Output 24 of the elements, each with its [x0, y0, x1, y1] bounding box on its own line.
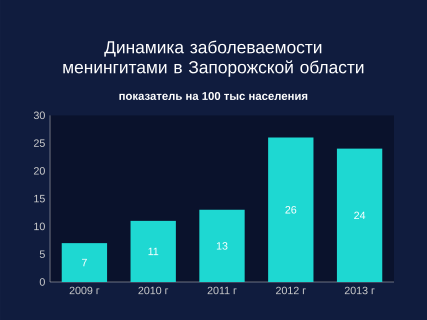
- x-tick-label: 2012 г: [276, 286, 306, 294]
- bar: [336, 148, 382, 282]
- y-tick-label: 30: [34, 112, 45, 120]
- data-label: 24: [354, 212, 366, 220]
- x-tick-label: 2013 г: [344, 286, 375, 294]
- y-tick-label: 20: [34, 167, 45, 175]
- bar: [268, 138, 314, 282]
- chart-subtitle: показатель на 100 тыс населения: [119, 92, 308, 100]
- y-tick-label: 10: [34, 222, 45, 230]
- bar: [199, 210, 245, 282]
- data-label: 13: [216, 242, 228, 250]
- y-tick-label: 15: [34, 194, 45, 202]
- data-label: 7: [82, 258, 87, 266]
- data-label: 26: [285, 206, 296, 214]
- y-tick-label: 25: [34, 139, 45, 147]
- bar: [62, 243, 108, 282]
- y-tick-label: 5: [40, 250, 45, 258]
- x-tick-label: 2009 г: [70, 286, 100, 294]
- chart-title: Динамика заболеваемости менингитами в Запорожской области: [63, 40, 364, 77]
- x-tick-label: 2011 г: [208, 286, 237, 294]
- bar: [130, 220, 176, 282]
- x-tick-label: 2010 г: [138, 286, 168, 294]
- data-label: 11: [148, 248, 158, 256]
- y-tick-label: 0: [40, 278, 45, 286]
